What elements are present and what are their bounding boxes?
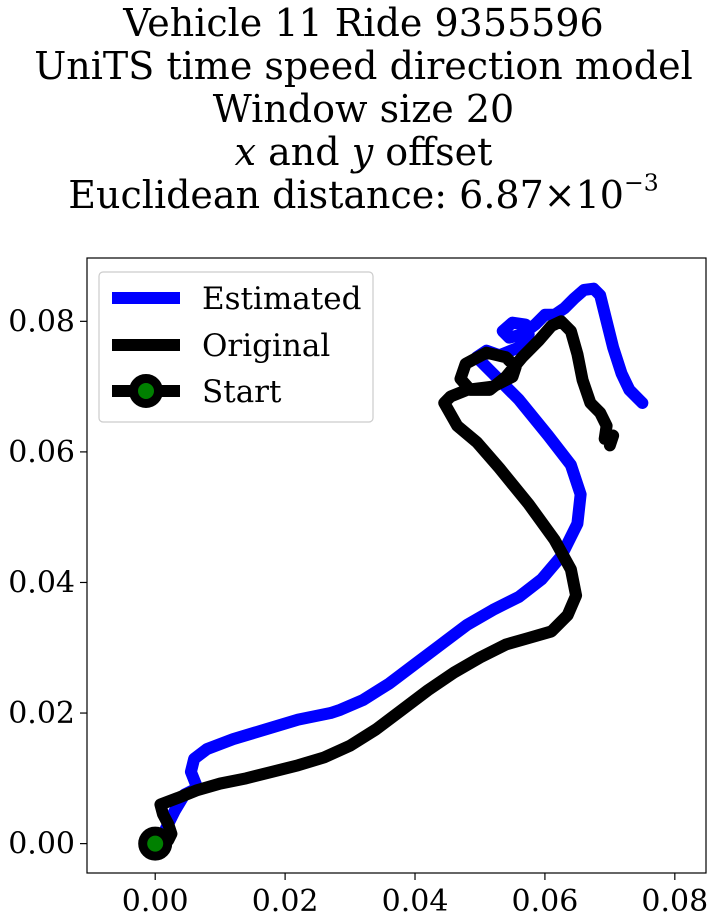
title-x-var: x bbox=[234, 130, 257, 174]
x-tick-label: 0.06 bbox=[512, 884, 579, 919]
title-line-window: Window size 20 bbox=[212, 87, 515, 131]
start-marker bbox=[138, 826, 173, 861]
y-tick-label: 0.00 bbox=[8, 827, 75, 862]
y-tick-label: 0.06 bbox=[8, 435, 75, 470]
series-estimated-line bbox=[149, 282, 649, 850]
legend-start-label: Start bbox=[202, 374, 282, 410]
chart-title: Vehicle 11 Ride 9355596 UniTS time speed… bbox=[0, 0, 727, 217]
x-tick-label: 0.04 bbox=[382, 884, 449, 919]
title-y-var: y bbox=[351, 130, 374, 174]
title-line-offset: x and y offset bbox=[0, 131, 727, 174]
legend-original-label: Original bbox=[202, 328, 330, 364]
series-layer bbox=[138, 282, 649, 861]
title-times-sign: × bbox=[543, 173, 576, 217]
x-tick-label: 0.02 bbox=[252, 884, 319, 919]
series-original-line bbox=[149, 315, 620, 850]
y-tick-label: 0.02 bbox=[8, 696, 75, 731]
title-line-model: UniTS time speed direction model bbox=[34, 44, 693, 88]
legend-start-marker bbox=[129, 374, 163, 408]
title-distance-base: 10 bbox=[575, 173, 624, 217]
y-tick-label: 0.04 bbox=[8, 565, 75, 600]
y-axis: 0.00 0.02 0.04 0.06 0.08 bbox=[8, 304, 87, 862]
x-tick-label: 0.00 bbox=[122, 884, 189, 919]
plot-frame bbox=[86, 257, 707, 874]
title-offset-word: offset bbox=[385, 130, 493, 174]
y-tick-label: 0.08 bbox=[8, 304, 75, 339]
title-distance-exponent: −3 bbox=[623, 168, 659, 197]
title-line-vehicle: Vehicle 11 Ride 9355596 bbox=[123, 1, 604, 45]
legend: Estimated Original Start bbox=[98, 271, 374, 423]
title-distance-prefix: Euclidean distance: 6.87 bbox=[68, 173, 544, 217]
legend-box bbox=[98, 271, 374, 423]
x-axis: 0.00 0.02 0.04 0.06 0.08 bbox=[122, 873, 708, 919]
legend-estimated-label: Estimated bbox=[202, 281, 361, 317]
title-and-word: and bbox=[268, 130, 340, 174]
x-tick-label: 0.08 bbox=[641, 884, 708, 919]
title-line-distance: Euclidean distance: 6.87×10−3 bbox=[0, 171, 727, 217]
